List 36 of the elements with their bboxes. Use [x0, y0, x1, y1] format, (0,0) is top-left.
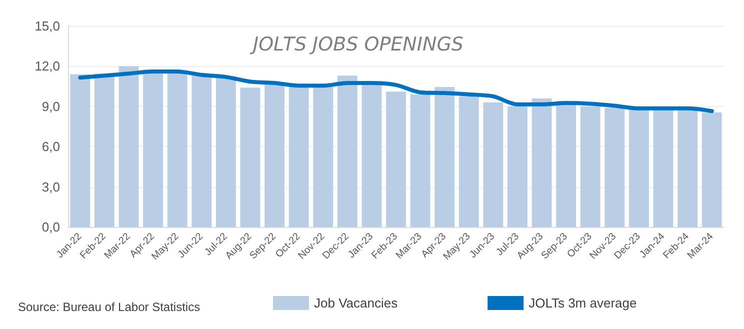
- bar: [629, 108, 649, 227]
- bar: [508, 106, 528, 227]
- y-tick-label: 15,0: [34, 18, 60, 34]
- bar: [532, 98, 552, 227]
- bar: [288, 86, 309, 227]
- y-tick-label: 3,0: [42, 179, 60, 194]
- bar: [143, 70, 163, 227]
- bar: [556, 101, 576, 227]
- y-tick-label: 12,0: [34, 58, 60, 74]
- bar: [94, 74, 114, 227]
- y-tick-label: 9,0: [42, 98, 60, 114]
- bar: [167, 72, 188, 227]
- source-note: Source: Bureau of Labor Statistics: [18, 300, 200, 314]
- bar: [702, 112, 722, 227]
- chart-title: JOLTS JOBS OPENINGS: [249, 34, 464, 56]
- legend-label: JOLTs 3m average: [528, 296, 637, 310]
- bar: [580, 106, 600, 227]
- line-series: [78, 70, 714, 114]
- bar: [70, 74, 90, 227]
- bar: [410, 94, 430, 227]
- bar: [458, 96, 479, 227]
- bar: [240, 88, 260, 227]
- bar: [313, 86, 334, 227]
- bar: [192, 76, 212, 227]
- bar: [604, 108, 625, 227]
- bar: [434, 86, 455, 227]
- bar: [653, 108, 674, 227]
- bar: [483, 102, 504, 227]
- y-tick-label: 6,0: [42, 139, 60, 154]
- bar: [264, 82, 284, 227]
- bar: [216, 76, 236, 227]
- bar: [118, 66, 139, 227]
- y-tick-label: 0,0: [42, 220, 60, 234]
- bar: [337, 76, 358, 227]
- bar: [386, 92, 406, 227]
- legend-label: Job Vacancies: [314, 296, 398, 310]
